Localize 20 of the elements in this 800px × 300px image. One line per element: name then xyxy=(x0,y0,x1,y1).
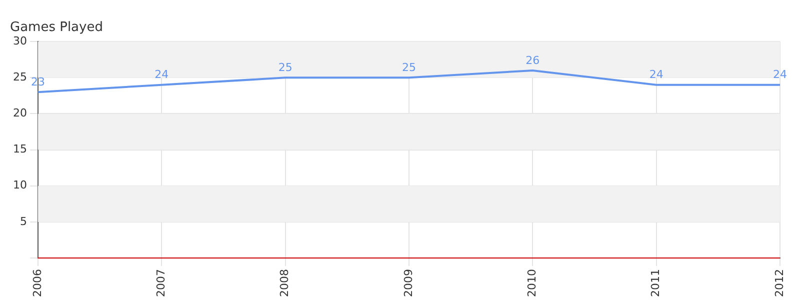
x-tick-label: 2007 xyxy=(154,269,168,298)
data-label: 24 xyxy=(154,68,169,82)
y-tick-label: 25 xyxy=(12,70,27,84)
x-tick-label: 2012 xyxy=(772,269,786,298)
x-tick-label: 2006 xyxy=(30,269,44,298)
x-tick-label: 2009 xyxy=(402,269,415,298)
y-tick-label: 15 xyxy=(12,142,27,156)
x-tick-label: 2011 xyxy=(649,269,662,298)
data-label: 26 xyxy=(526,54,540,67)
data-label: 24 xyxy=(773,68,787,82)
data-label: 24 xyxy=(649,68,664,82)
y-tick-label: 30 xyxy=(12,34,27,48)
x-tick-label: 2010 xyxy=(526,269,539,298)
y-tick-label: 10 xyxy=(12,178,27,192)
data-label: 25 xyxy=(402,61,416,74)
y-tick-label: 5 xyxy=(20,214,27,228)
data-label: 25 xyxy=(278,61,292,74)
chart-title: Games Played xyxy=(10,20,103,36)
y-tick-label: 20 xyxy=(12,106,27,120)
x-tick-label: 2008 xyxy=(278,269,292,298)
